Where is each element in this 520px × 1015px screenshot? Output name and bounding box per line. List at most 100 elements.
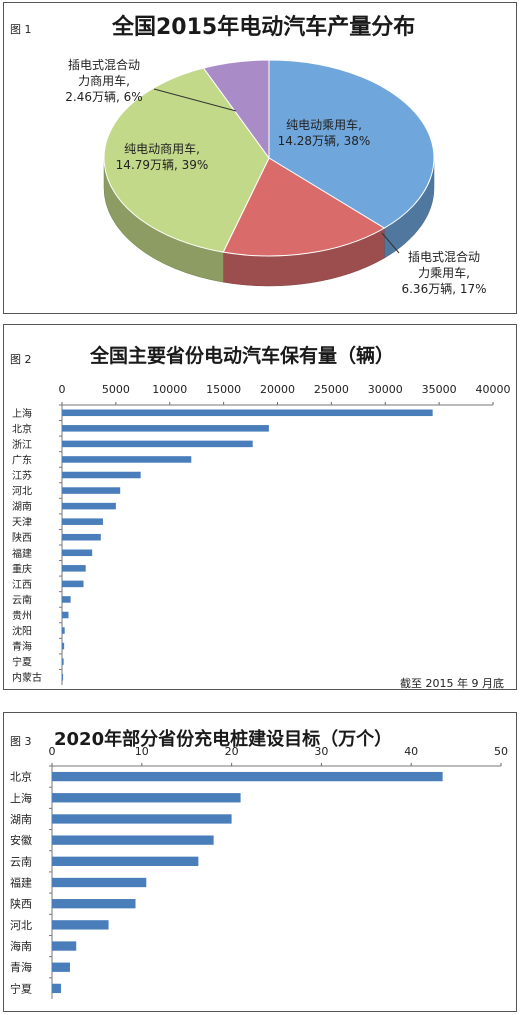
bar3-bar (52, 835, 214, 845)
bar2-category-label: 天津 (12, 517, 32, 529)
figure-3-label: 图 3 (10, 735, 32, 748)
pie-label-2-0: 纯电动商用车, (124, 141, 200, 156)
bar3-tick-label: 40 (404, 745, 418, 758)
bar3-category-label: 上海 (10, 791, 32, 805)
bar2-tick-label: 5000 (102, 383, 130, 396)
bar2-annotation: 截至 2015 年 9 月底 (400, 676, 504, 690)
bar2-category-label: 湖南 (12, 500, 32, 513)
bar3-category-label: 湖南 (10, 813, 32, 826)
bar2-category-label: 重庆 (12, 562, 32, 575)
bar2-bar (62, 642, 65, 650)
bar3-bar (52, 920, 109, 930)
pie-slice-2 (103, 67, 270, 253)
bar3-bar (52, 877, 147, 888)
figure-2-label: 图 2 (10, 353, 32, 366)
figure-1-label: 图 1 (10, 23, 32, 36)
bar3-tick-label: 30 (314, 745, 328, 758)
bar3-category-label: 云南 (10, 855, 32, 868)
figure-1-panel: 图 1 全国2015年电动汽车产量分布 纯电动乘用车, 14.28万辆, 38% 插… (3, 2, 517, 314)
bar2-bar (62, 502, 116, 510)
bar3-category-label: 河北 (10, 919, 32, 932)
bar2-bar (62, 487, 121, 494)
bar2-tick-label: 30000 (368, 383, 403, 396)
bar2-bar (62, 456, 192, 463)
bar3-tick-label: 0 (49, 745, 56, 758)
pie-label-0-1: 14.28万辆, 38% (278, 134, 371, 148)
bar2-tick-label: 15000 (206, 383, 241, 396)
figure-3-panel: 图 3 2020年部分省份充电桩建设目标（万个） 0 10 20 30 40 50 北京上海… (3, 712, 517, 1012)
bar2-category-label: 内蒙古 (12, 671, 42, 684)
bar2-category-label: 青海 (12, 640, 32, 653)
bar2-category-label: 江西 (12, 579, 32, 591)
bar2-bar (62, 549, 93, 557)
bar3-bar (52, 962, 70, 972)
bar3-bar (52, 793, 241, 803)
bar2-bar (62, 611, 69, 619)
bar2-bar (62, 409, 433, 417)
bar3-bar (52, 856, 199, 866)
figure-2-title: 全国主要省份电动汽车保有量（辆） (90, 345, 395, 367)
bar2-category-label: 福建 (12, 547, 32, 560)
pie-slice-0 (268, 59, 435, 229)
bar2-category-label: 宁夏 (12, 656, 32, 669)
pie-leader-3 (153, 88, 237, 112)
figure-1-title: 全国2015年电动汽车产量分布 (112, 15, 416, 40)
bar3-category-label: 陕西 (10, 897, 32, 911)
bar2-category-label: 云南 (12, 593, 32, 606)
bar2-tick-label: 20000 (260, 383, 295, 396)
bar-chart-ev-stock: 0 5000 10000 15000 20000 25000 30000 35000 40000… (12, 383, 511, 690)
pie-slice-1 (222, 157, 386, 257)
figure-3-title: 2020年部分省份充电桩建设目标（万个） (54, 729, 393, 750)
bar2-bar (62, 518, 103, 525)
bar2-category-label: 广东 (12, 453, 32, 466)
pie-leader-1 (381, 232, 400, 254)
bar2-tick-label: 0 (59, 383, 66, 396)
bar2-bar (62, 658, 64, 665)
bar2-category-label: 江苏 (12, 469, 32, 482)
bar2-category-label: 上海 (12, 407, 32, 420)
bar2-category-label: 陕西 (12, 531, 32, 544)
bar2-bar (62, 596, 71, 603)
bar3-bar (52, 814, 232, 824)
bar2-bar (62, 565, 86, 572)
pie-slice-3 (202, 59, 270, 160)
bar3-category-label: 北京 (10, 770, 32, 784)
pie-label-3-2: 2.46万辆, 6% (65, 90, 142, 104)
pie-label-2-1: 14.79万辆, 39% (116, 158, 209, 172)
bar2-bar (62, 673, 64, 681)
pie-label-1-0: 插电式混合动 (408, 249, 480, 264)
bar2-tick-label: 10000 (152, 383, 187, 396)
bar2-category-label: 浙江 (12, 439, 32, 451)
pie-label-1-2: 6.36万辆, 17% (401, 282, 486, 296)
bar3-bar (52, 983, 61, 994)
bar2-tick-label: 25000 (314, 383, 349, 396)
bar3-bar (52, 771, 443, 782)
pie-label-3-1: 力商用车, (78, 73, 130, 88)
bar2-tick-label: 40000 (476, 383, 511, 396)
bar2-bar (62, 580, 84, 588)
bar2-bar (62, 533, 101, 541)
bar2-category-label: 北京 (12, 422, 32, 435)
bar2-category-label: 沈阳 (12, 625, 32, 638)
bar3-tick-label: 20 (225, 745, 239, 758)
bar3-bar (52, 899, 136, 909)
bar3-category-label: 青海 (10, 960, 32, 974)
bar3-tick-label: 10 (135, 745, 149, 758)
bar3-category-label: 宁夏 (10, 981, 32, 995)
bar2-tick-label: 35000 (422, 383, 457, 396)
bar2-bar (62, 471, 141, 479)
bar2-category-label: 河北 (12, 486, 32, 498)
pie-label-1-1: 力乘用车, (418, 265, 470, 280)
bar2-bar (62, 440, 253, 448)
bar3-category-label: 福建 (10, 876, 32, 890)
bar2-bar (62, 425, 269, 432)
bar3-tick-label: 50 (494, 745, 508, 758)
figure-2-panel: 图 2 全国主要省份电动汽车保有量（辆） 0 5000 10000 15000 2000… (3, 324, 517, 690)
bar2-bar (62, 627, 65, 634)
bar3-category-label: 海南 (10, 939, 32, 953)
pie-label-0-0: 纯电动乘用车, (286, 117, 362, 132)
bar2-category-label: 贵州 (12, 609, 32, 622)
pie-label-3-0: 插电式混合动 (68, 57, 140, 72)
